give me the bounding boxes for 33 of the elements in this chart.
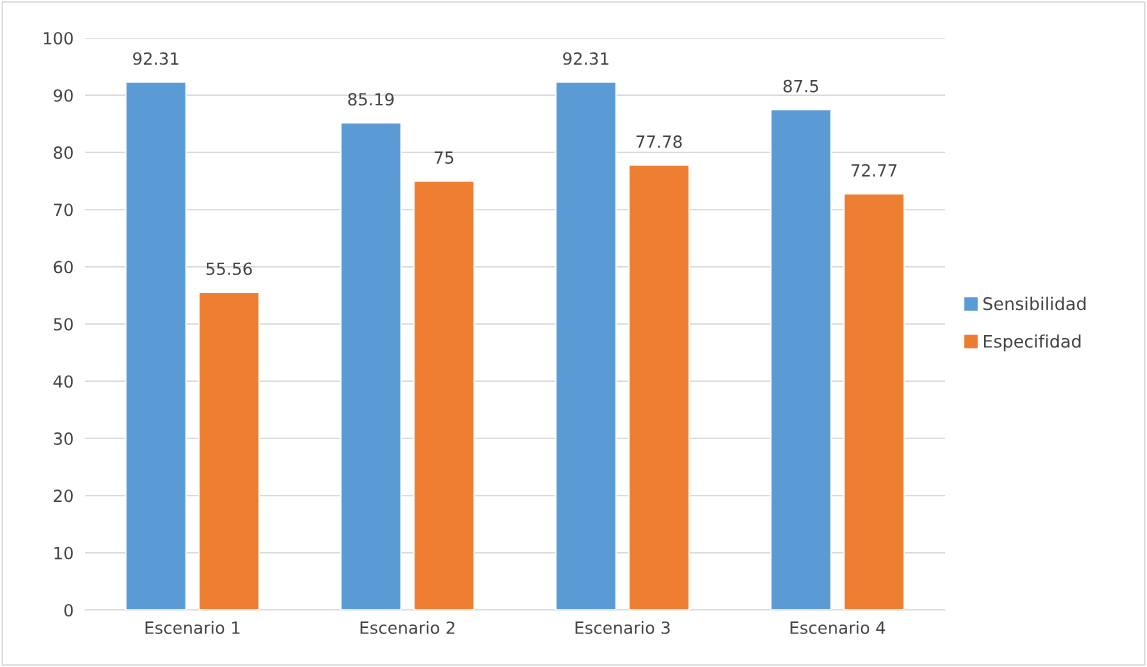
y-tick-label: 70 (54, 203, 73, 217)
x-tick-label: Escenario 3 (575, 621, 670, 635)
bar (555, 81, 617, 610)
bar (198, 291, 260, 610)
bar (628, 164, 690, 610)
data-label: 72.77 (851, 164, 897, 177)
data-label: 77.78 (636, 135, 682, 148)
bar (843, 193, 905, 610)
y-tick-label: 90 (53, 89, 73, 102)
data-label: 75 (434, 151, 454, 164)
data-label: 85.19 (348, 92, 394, 106)
x-tick-label: Escenario 2 (360, 621, 455, 635)
legend-label: Especifidad (983, 334, 1081, 352)
y-tick-label: 60 (53, 260, 73, 274)
y-tick-label: 80 (53, 146, 73, 159)
data-label: 92.31 (133, 52, 179, 65)
bar (413, 180, 475, 610)
y-tick-label: 30 (53, 432, 73, 445)
x-tick-label: Escenario 1 (145, 621, 240, 635)
y-tick-label: 100 (43, 31, 73, 45)
bar (125, 81, 187, 610)
bar (770, 108, 832, 610)
y-tick-label: 40 (53, 375, 73, 388)
bar (340, 122, 402, 610)
y-tick-label: 20 (53, 489, 73, 503)
x-tick-label: Escenario 4 (790, 621, 886, 635)
data-label: 55.56 (206, 262, 252, 276)
data-label: 87.5 (783, 79, 819, 93)
y-tick-label: 50 (53, 317, 73, 331)
data-label: 92.31 (563, 52, 609, 65)
y-tick-label: 10 (54, 546, 73, 560)
y-tick-label: 0 (64, 603, 73, 617)
legend-label: Sensibilidad (983, 296, 1086, 311)
